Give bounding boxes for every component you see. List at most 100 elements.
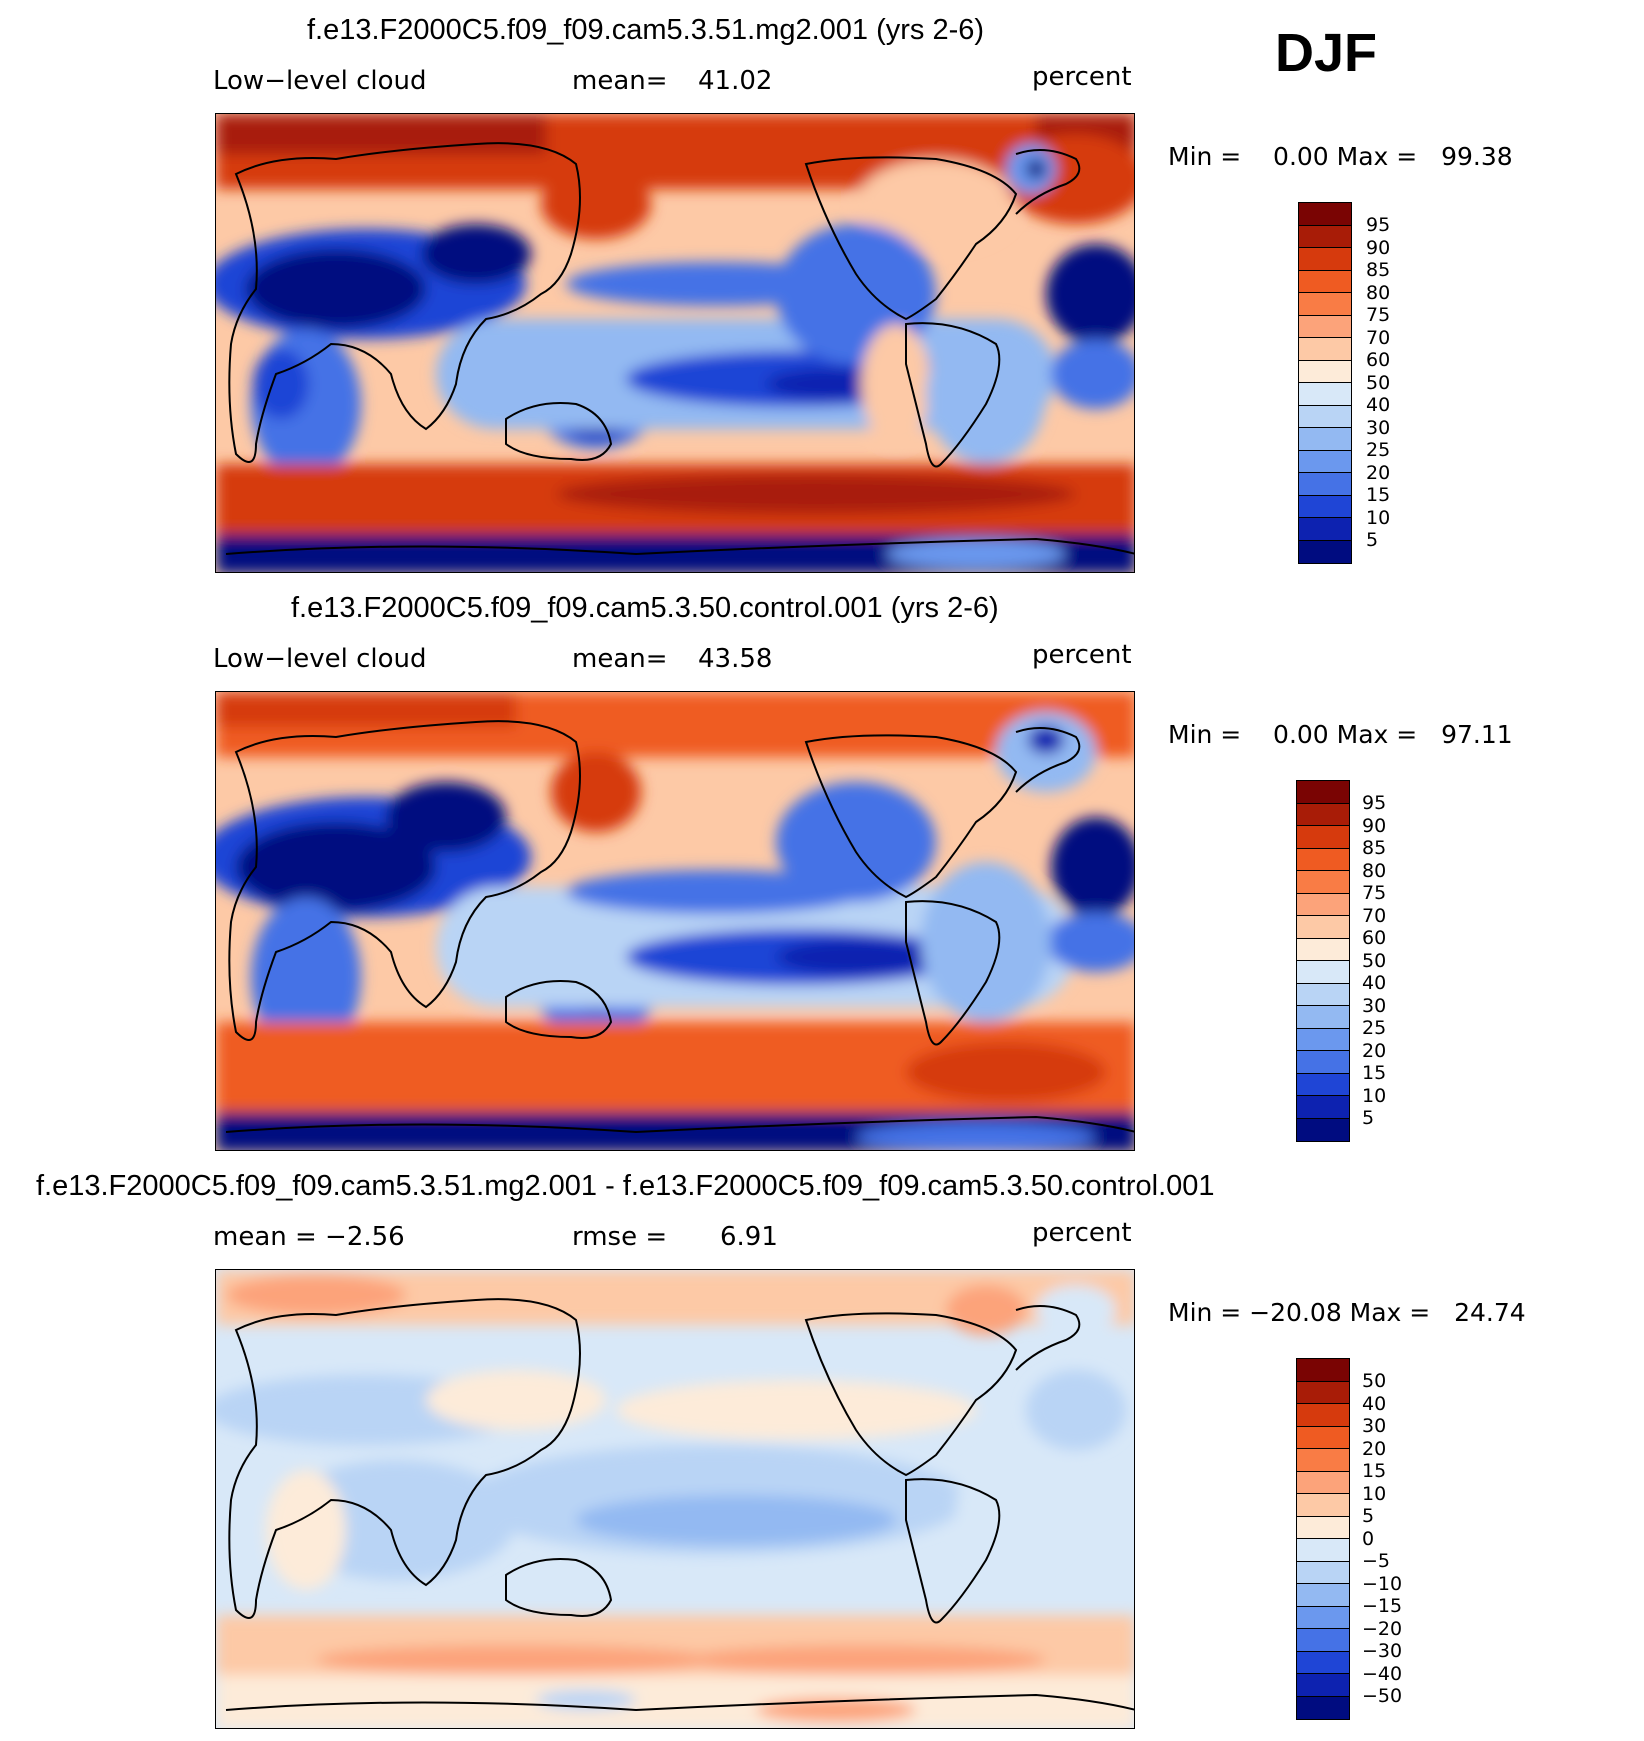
colorbar-label: 75 [1366, 304, 1391, 326]
colorbar-label: 40 [1366, 394, 1391, 416]
colorbar-label: 85 [1362, 837, 1387, 859]
colorbar-label: −15 [1362, 1595, 1403, 1617]
colorbar-label: 90 [1366, 236, 1391, 259]
colorbar-label: 50 [1366, 371, 1391, 394]
colorbar-swatch [1299, 248, 1351, 271]
colorbar-label: 95 [1362, 792, 1387, 814]
colorbar-label: 60 [1362, 927, 1387, 949]
colorbar-swatch [1297, 1028, 1349, 1051]
colorbar-swatch [1299, 293, 1351, 316]
colorbar-swatch [1299, 383, 1351, 406]
unit-label: percent [1032, 62, 1132, 92]
colorbar-label: −20 [1362, 1617, 1403, 1640]
colorbar-label: 15 [1362, 1062, 1387, 1084]
colorbar-swatch [1297, 1561, 1349, 1584]
colorbar-label: 75 [1362, 882, 1387, 904]
colorbar-swatch [1297, 1629, 1349, 1652]
colorbar-swatch [1297, 1006, 1349, 1029]
colorbar-label: 5 [1362, 1505, 1375, 1527]
colorbar-swatch [1297, 871, 1349, 894]
colorbar-swatch [1297, 1051, 1349, 1074]
colorbar-swatch [1299, 338, 1351, 361]
difference-map [215, 1269, 1135, 1729]
stat-value: 41.02 [698, 66, 773, 96]
colorbar-swatch [1297, 1539, 1349, 1562]
colorbar-swatch [1297, 1381, 1349, 1404]
colorbar-label: 20 [1362, 1039, 1387, 1062]
colorbar-swatch [1297, 1359, 1349, 1382]
colorbar-swatch [1297, 1606, 1349, 1629]
colorbar [1296, 1358, 1350, 1720]
stat-value: 43.58 [698, 644, 773, 674]
stat-label: rmse = [572, 1222, 668, 1252]
colorbar-label: 90 [1362, 814, 1387, 837]
colorbar-swatch [1299, 450, 1351, 473]
panel-difference: f.e13.F2000C5.f09_f09.cam5.3.51.mg2.001 … [0, 1156, 1644, 1736]
min-max-readout: Min = 0.00 Max = 97.11 [1168, 720, 1513, 749]
colorbar-label: 60 [1366, 349, 1391, 371]
stat-label: mean= [572, 66, 668, 96]
colorbar-swatch [1297, 1696, 1349, 1719]
colorbar [1298, 202, 1352, 564]
colorbar-swatch [1297, 826, 1349, 849]
variable-label: Low−level cloud [213, 644, 427, 674]
colorbar-label: 50 [1362, 949, 1387, 972]
colorbar-swatch [1299, 315, 1351, 338]
colorbar-label: 30 [1366, 416, 1391, 439]
colorbar-swatch [1297, 1516, 1349, 1539]
colorbar-label: 80 [1362, 859, 1387, 882]
colorbar-swatch [1299, 270, 1351, 293]
colorbar-label: −10 [1362, 1572, 1403, 1595]
colorbar-swatch [1297, 1096, 1349, 1119]
colorbar-swatch [1297, 1651, 1349, 1674]
colorbar-swatch [1299, 225, 1351, 248]
colorbar-swatch [1297, 1073, 1349, 1096]
colorbar-label: −50 [1362, 1685, 1403, 1707]
panel-test: f.e13.F2000C5.f09_f09.cam5.3.51.mg2.001 … [0, 0, 1644, 580]
variable-label: Low−level cloud [213, 66, 427, 96]
colorbar-swatch [1299, 405, 1351, 428]
colorbar [1296, 780, 1350, 1142]
colorbar-label: −40 [1362, 1662, 1403, 1685]
colorbar-label: 10 [1362, 1084, 1387, 1107]
colorbar-swatch [1299, 203, 1351, 226]
colorbar-swatch [1297, 1426, 1349, 1449]
panel-control: f.e13.F2000C5.f09_f09.cam5.3.50.control.… [0, 578, 1644, 1158]
colorbar-label: 40 [1362, 1392, 1387, 1415]
cloud-map [215, 691, 1135, 1151]
colorbar-swatch [1299, 495, 1351, 518]
colorbar-label: 20 [1366, 461, 1391, 484]
colorbar-swatch [1299, 518, 1351, 541]
colorbar-label: 50 [1362, 1370, 1387, 1392]
colorbar-label: 5 [1362, 1107, 1375, 1129]
colorbar-swatch [1297, 961, 1349, 984]
colorbar-swatch [1299, 428, 1351, 451]
cloud-map [215, 113, 1135, 573]
colorbar-swatch [1297, 1118, 1349, 1141]
colorbar-swatch [1297, 781, 1349, 804]
colorbar-swatch [1297, 1449, 1349, 1472]
colorbar-label: 20 [1362, 1437, 1387, 1460]
colorbar-label: 70 [1362, 904, 1387, 927]
colorbar-swatch [1297, 1674, 1349, 1697]
panel-title: f.e13.F2000C5.f09_f09.cam5.3.50.control.… [291, 592, 999, 624]
colorbar-swatch [1297, 938, 1349, 961]
unit-label: percent [1032, 1218, 1132, 1248]
colorbar-label: −30 [1362, 1640, 1403, 1662]
colorbar-label: 30 [1362, 1415, 1387, 1437]
colorbar-label: 95 [1366, 214, 1391, 236]
colorbar-swatch [1299, 473, 1351, 496]
stat-value: 6.91 [720, 1222, 778, 1252]
colorbar-label: −5 [1362, 1550, 1391, 1572]
colorbar-swatch [1297, 1494, 1349, 1517]
colorbar-label: 30 [1362, 994, 1387, 1017]
colorbar-swatch [1297, 893, 1349, 916]
colorbar-label: 0 [1362, 1527, 1375, 1550]
unit-label: percent [1032, 640, 1132, 670]
min-max-readout: Min = −20.08 Max = 24.74 [1168, 1298, 1526, 1327]
colorbar-swatch [1297, 1584, 1349, 1607]
colorbar-label: 80 [1366, 281, 1391, 304]
stat-label: mean= [572, 644, 668, 674]
colorbar-label: 70 [1366, 326, 1391, 349]
colorbar-label: 40 [1362, 972, 1387, 994]
